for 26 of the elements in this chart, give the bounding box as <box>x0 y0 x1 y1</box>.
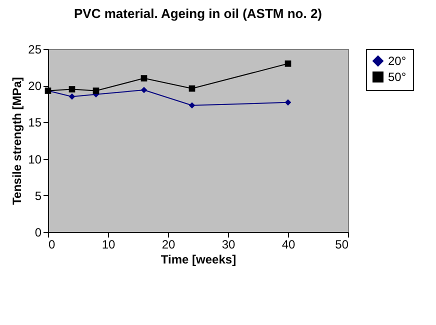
point <box>140 86 148 94</box>
chart-title: PVC material. Ageing in oil (ASTM no. 2) <box>74 6 322 21</box>
y-tick-label: 5 <box>34 188 42 203</box>
legend-label: 20° <box>388 54 406 68</box>
x-tick-label: 50 <box>335 238 349 252</box>
y-tick-label: 20 <box>28 79 42 94</box>
point <box>284 99 292 106</box>
point <box>92 88 100 94</box>
y-tick-label: 0 <box>34 226 42 240</box>
x-tick-label: 0 <box>48 238 56 252</box>
y-tick-label: 25 <box>28 42 42 56</box>
x-axis-title: Time [weeks] <box>160 252 236 266</box>
y-tick-label: 10 <box>28 152 42 166</box>
point <box>188 85 196 92</box>
x-tick-label: 10 <box>102 238 116 252</box>
point <box>68 86 76 92</box>
point <box>140 75 148 82</box>
legend-label: 50° <box>388 70 406 84</box>
point <box>68 93 76 100</box>
y-axis-title: Tensile strength [MPa] <box>10 77 24 205</box>
y-tick-label: 15 <box>28 116 42 130</box>
point <box>188 102 196 109</box>
x-tick-label: 20 <box>162 238 176 252</box>
x-tick-label: 40 <box>282 238 296 252</box>
x-tick-label: 30 <box>222 238 236 252</box>
point <box>284 60 292 67</box>
